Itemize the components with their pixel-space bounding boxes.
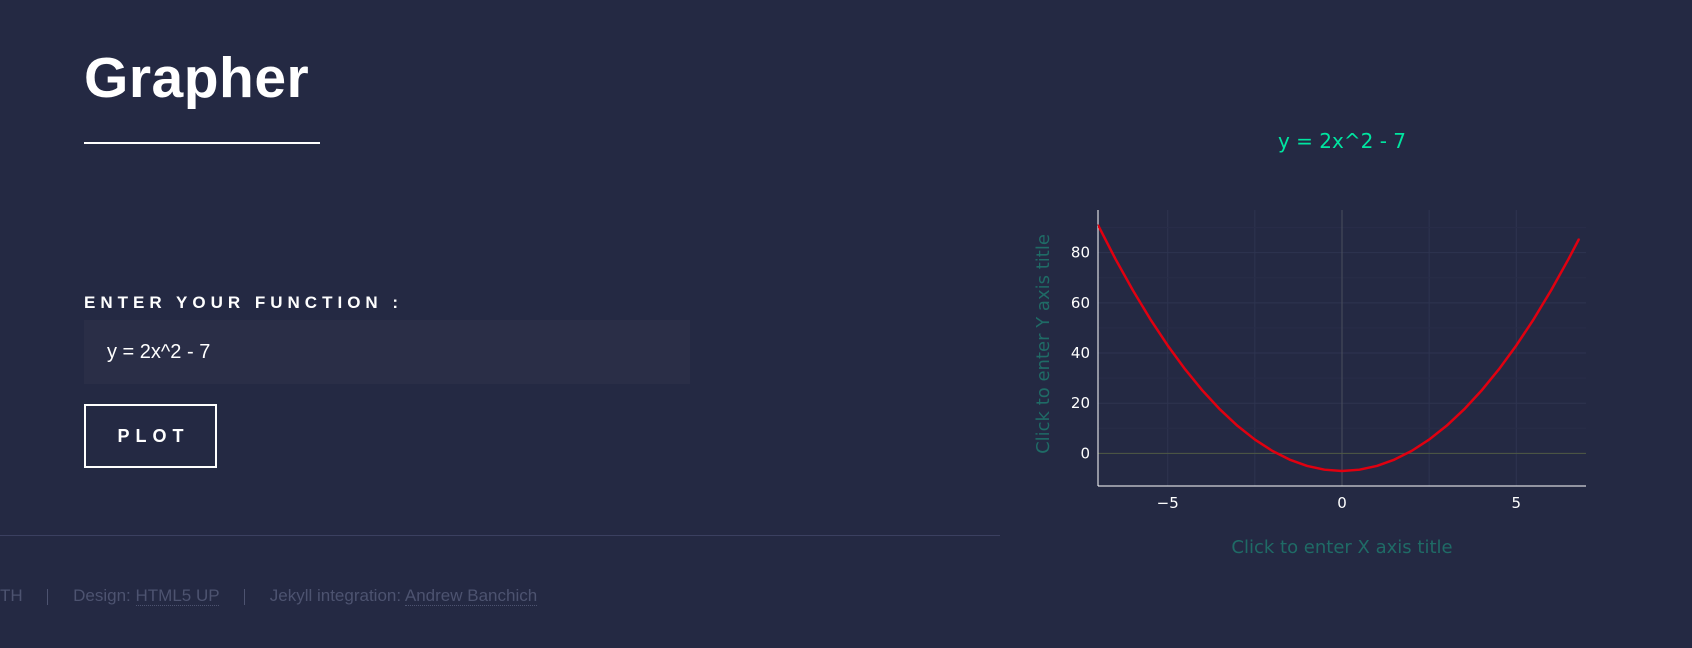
y-tick-label: 0 — [1080, 444, 1090, 462]
data-point — [1219, 408, 1221, 411]
data-point — [1167, 344, 1169, 347]
footer-separator — [47, 588, 49, 605]
x-tick-label: 0 — [1337, 494, 1347, 512]
data-point — [1463, 408, 1465, 411]
data-point — [1428, 438, 1430, 441]
footer-item-text: TH — [0, 586, 23, 605]
data-point — [1323, 469, 1326, 471]
function-chart: y = 2x^2 - 7 −5 0 5 0 20 40 60 80 Click to enter … — [1010, 110, 1670, 570]
y-tick-label: 40 — [1071, 344, 1090, 362]
data-point — [1201, 390, 1204, 392]
data-point — [1341, 470, 1343, 472]
data-point — [1480, 390, 1483, 392]
data-point — [1533, 318, 1535, 320]
title-underline — [84, 142, 320, 144]
footer-design-prefix: Design: — [73, 586, 136, 605]
footer-jekyll-link[interactable]: Andrew Banchich — [404, 586, 538, 606]
data-point — [1114, 258, 1117, 260]
data-point — [1393, 459, 1395, 461]
chart-svg: y = 2x^2 - 7 −5 0 5 0 20 40 60 80 Click to enter … — [1033, 129, 1586, 558]
data-point — [1271, 450, 1273, 452]
data-point — [1254, 438, 1256, 441]
x-axis-title: Click to enter X axis title — [1231, 537, 1452, 558]
page-title: Grapher — [84, 46, 310, 110]
data-point — [1097, 224, 1099, 226]
data-point — [1376, 465, 1378, 467]
function-label: ENTER YOUR FUNCTION : — [84, 293, 404, 312]
data-point — [1289, 459, 1291, 461]
footer-jekyll-prefix: Jekyll integration: — [269, 586, 405, 605]
footer-separator — [244, 588, 246, 605]
footer-divider — [0, 535, 1000, 536]
data-point — [1515, 344, 1517, 347]
data-point — [1306, 465, 1308, 467]
plot-button[interactable]: PLOT — [84, 404, 217, 468]
y-tick-label: 80 — [1071, 244, 1090, 262]
data-point — [1184, 368, 1186, 370]
x-tick-label: −5 — [1157, 494, 1179, 512]
y-tick-label: 60 — [1071, 294, 1090, 312]
footer: TH Design: HTML5 UP Jekyll integration: … — [0, 584, 538, 608]
data-point — [1149, 318, 1151, 320]
data-point — [1358, 469, 1361, 471]
chart-title: y = 2x^2 - 7 — [1278, 129, 1406, 153]
data-point — [1236, 425, 1239, 427]
data-point — [1578, 238, 1580, 240]
function-curve — [1098, 224, 1581, 473]
data-point — [1445, 425, 1448, 427]
data-point — [1567, 258, 1570, 260]
function-input[interactable] — [84, 320, 690, 384]
x-tick-label: 5 — [1512, 494, 1522, 512]
data-point — [1550, 289, 1552, 291]
data-point — [1498, 368, 1500, 370]
y-axis-title: Click to enter Y axis title — [1033, 234, 1054, 454]
data-point — [1411, 450, 1413, 452]
data-point — [1132, 289, 1134, 291]
footer-design-link[interactable]: HTML5 UP — [135, 586, 220, 606]
y-tick-label: 20 — [1071, 394, 1090, 412]
